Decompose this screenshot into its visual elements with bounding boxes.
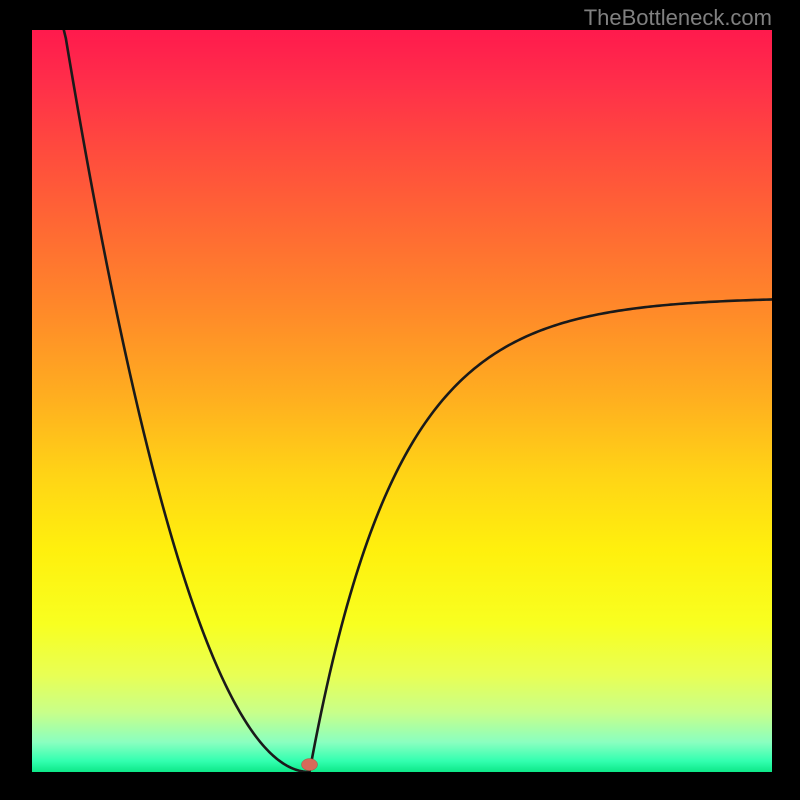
- bottleneck-chart: TheBottleneck.com: [0, 0, 800, 800]
- plot-svg: [32, 30, 772, 772]
- plot-area: [32, 30, 772, 772]
- watermark-text: TheBottleneck.com: [584, 5, 772, 31]
- gradient-background: [32, 30, 772, 772]
- optimum-marker: [302, 759, 318, 771]
